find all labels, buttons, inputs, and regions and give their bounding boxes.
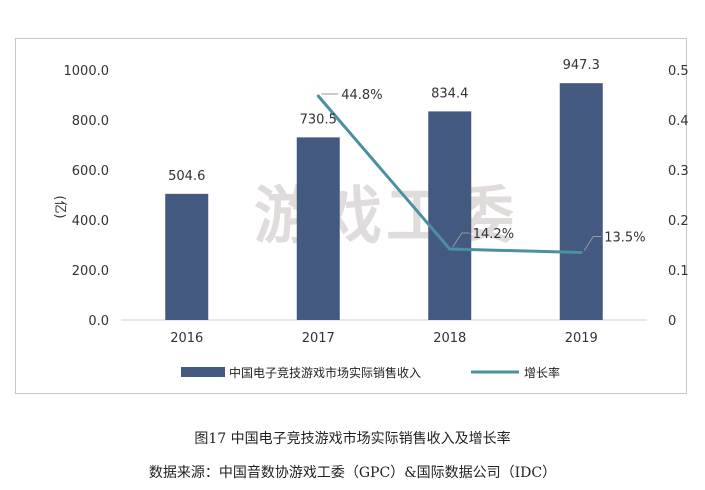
legend: 中国电子竞技游戏市场实际销售收入 增长率 — [181, 365, 560, 380]
bar-labels: 504.6 730.5 834.4 947.3 — [168, 58, 600, 184]
right-axis-ticks: 0 0.1 0.2 0.3 0.4 0.5 — [668, 64, 688, 329]
y-tick-label: 0.0 — [88, 314, 109, 329]
growth-value-label: 14.2% — [473, 227, 514, 242]
chart-frame: 游戏工委 0.0 200.0 400.0 600.0 800.0 1000.0 0 0.1 0… — [15, 38, 688, 394]
y2-tick-label: 0.1 — [668, 264, 688, 279]
y2-tick-label: 0.4 — [668, 114, 688, 129]
line-labels: 44.8% 14.2% 13.5% — [321, 88, 646, 251]
bar — [428, 111, 472, 321]
data-source: 数据来源：中国音数协游戏工委（GPC）&国际数据公司（IDC） — [148, 465, 557, 481]
y-axis-label: (亿) — [52, 195, 67, 218]
bar — [165, 193, 209, 320]
bar-value-label: 947.3 — [563, 58, 600, 73]
legend-line-label: 增长率 — [524, 365, 560, 380]
y2-tick-label: 0 — [668, 314, 676, 329]
growth-leader-line — [583, 236, 602, 251]
x-axis-ticks: 2016 2017 2018 2019 — [170, 331, 598, 346]
growth-value-label: 44.8% — [341, 88, 382, 103]
y2-tick-label: 0.3 — [668, 164, 688, 179]
y-tick-label: 400.0 — [72, 214, 109, 229]
left-axis-ticks: 0.0 200.0 400.0 600.0 800.0 1000.0 — [64, 64, 110, 329]
growth-leader-line — [452, 232, 470, 248]
growth-point — [316, 94, 320, 98]
y-tick-label: 1000.0 — [64, 64, 110, 79]
bar-value-label: 504.6 — [168, 169, 205, 184]
x-tick-label: 2016 — [170, 331, 203, 346]
x-tick-label: 2018 — [433, 331, 466, 346]
figure-caption: 图17 中国电子竞技游戏市场实际销售收入及增长率 — [194, 431, 511, 447]
growth-value-label: 13.5% — [604, 231, 645, 246]
growth-line — [316, 94, 583, 254]
legend-bar-swatch — [181, 367, 225, 377]
y-tick-label: 600.0 — [72, 164, 109, 179]
x-tick-label: 2017 — [302, 331, 335, 346]
bar-value-label: 730.5 — [300, 112, 337, 127]
y-tick-label: 200.0 — [72, 264, 109, 279]
legend-bar-label: 中国电子竞技游戏市场实际销售收入 — [229, 365, 421, 380]
bars — [165, 83, 603, 321]
growth-point — [579, 251, 583, 254]
bar — [559, 83, 603, 320]
y-tick-label: 800.0 — [72, 114, 109, 129]
growth-point — [448, 247, 452, 251]
y2-tick-label: 0.5 — [668, 64, 688, 79]
bar-value-label: 834.4 — [431, 86, 468, 101]
x-tick-label: 2019 — [565, 331, 598, 346]
bar — [296, 137, 340, 320]
y2-tick-label: 0.2 — [668, 214, 688, 229]
